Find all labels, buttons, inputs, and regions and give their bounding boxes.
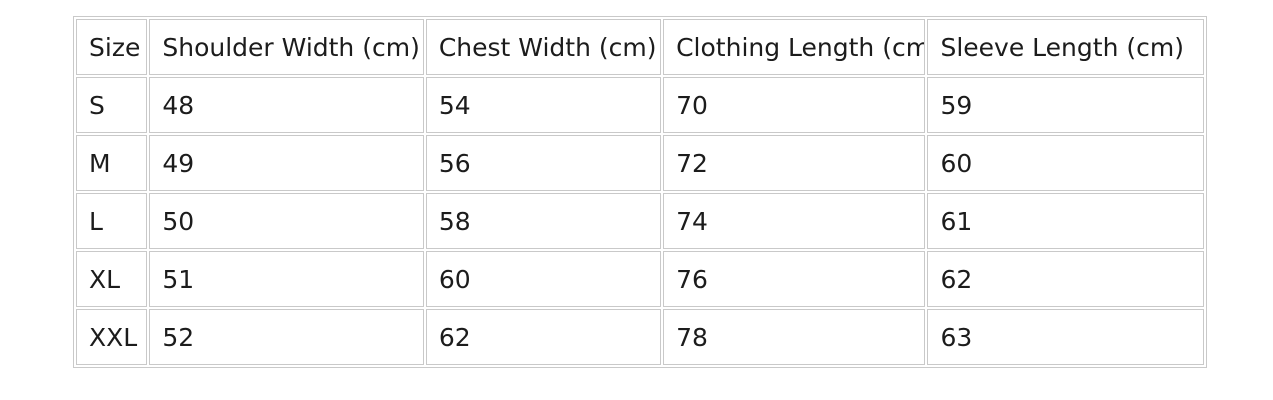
size-chart: Size Shoulder Width (cm) Chest Width (cm… bbox=[73, 16, 1207, 368]
cell-shoulder-width: 50 bbox=[149, 193, 424, 249]
cell-sleeve-length: 61 bbox=[927, 193, 1204, 249]
cell-shoulder-width: 52 bbox=[149, 309, 424, 365]
column-header-sleeve-length: Sleeve Length (cm) bbox=[927, 19, 1204, 75]
cell-sleeve-length: 62 bbox=[927, 251, 1204, 307]
column-header-shoulder-width: Shoulder Width (cm) bbox=[149, 19, 424, 75]
cell-chest-width: 62 bbox=[425, 309, 662, 365]
size-table: Size Shoulder Width (cm) Chest Width (cm… bbox=[73, 16, 1207, 368]
cell-shoulder-width: 49 bbox=[149, 135, 424, 191]
cell-size-label: XXL bbox=[76, 309, 148, 365]
cell-clothing-length: 78 bbox=[663, 309, 926, 365]
cell-clothing-length: 76 bbox=[663, 251, 926, 307]
table-row-xl: XL 51 60 76 62 bbox=[76, 251, 1204, 307]
table-row-s: S 48 54 70 59 bbox=[76, 77, 1204, 133]
table-row-m: M 49 56 72 60 bbox=[76, 135, 1204, 191]
table-row-l: L 50 58 74 61 bbox=[76, 193, 1204, 249]
table-row-xxl: XXL 52 62 78 63 bbox=[76, 309, 1204, 365]
cell-size-label: XL bbox=[76, 251, 148, 307]
cell-sleeve-length: 63 bbox=[927, 309, 1204, 365]
cell-clothing-length: 74 bbox=[663, 193, 926, 249]
cell-shoulder-width: 48 bbox=[149, 77, 424, 133]
header-row: Size Shoulder Width (cm) Chest Width (cm… bbox=[76, 19, 1204, 75]
column-header-chest-width: Chest Width (cm) bbox=[425, 19, 662, 75]
cell-sleeve-length: 59 bbox=[927, 77, 1204, 133]
cell-sleeve-length: 60 bbox=[927, 135, 1204, 191]
cell-shoulder-width: 51 bbox=[149, 251, 424, 307]
cell-clothing-length: 70 bbox=[663, 77, 926, 133]
column-header-clothing-length: Clothing Length (cm) bbox=[663, 19, 926, 75]
cell-chest-width: 60 bbox=[425, 251, 662, 307]
column-header-size: Size bbox=[76, 19, 148, 75]
cell-clothing-length: 72 bbox=[663, 135, 926, 191]
cell-chest-width: 58 bbox=[425, 193, 662, 249]
cell-size-label: S bbox=[76, 77, 148, 133]
cell-chest-width: 54 bbox=[425, 77, 662, 133]
cell-chest-width: 56 bbox=[425, 135, 662, 191]
cell-size-label: M bbox=[76, 135, 148, 191]
cell-size-label: L bbox=[76, 193, 148, 249]
